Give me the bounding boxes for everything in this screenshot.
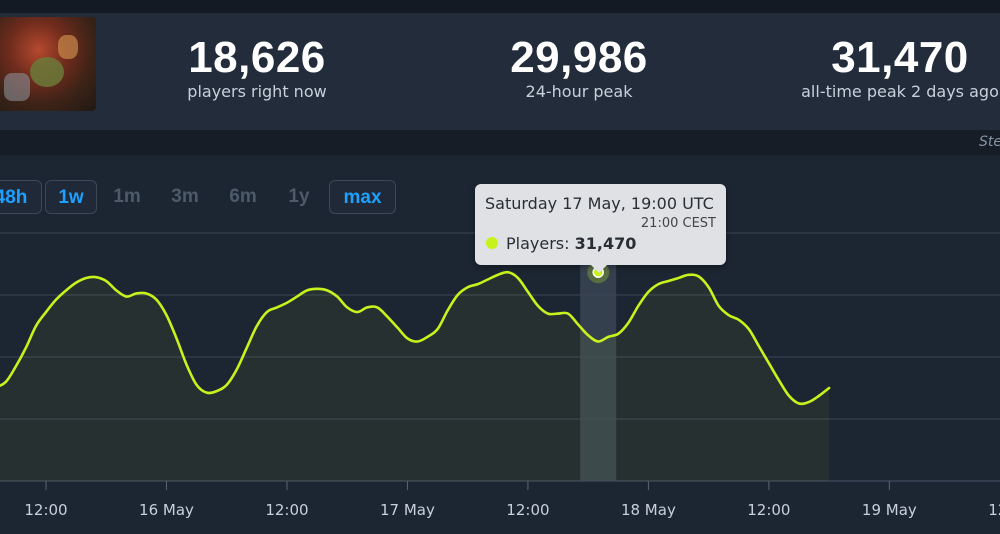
tooltip-date: Saturday 17 May, 19:00 UTC — [485, 194, 714, 213]
range-button-max[interactable]: max — [329, 180, 396, 214]
range-button-6m[interactable]: 6m — [229, 186, 257, 207]
tooltip-pointer — [591, 265, 607, 273]
stat-all-time-peak: 31,470 all-time peak 2 days ago — [790, 32, 1000, 102]
current-players-value: 18,626 — [188, 33, 326, 82]
24h-peak-value: 29,986 — [510, 33, 648, 82]
game-thumbnail[interactable] — [0, 17, 96, 111]
x-tick-label: 16 May — [139, 501, 194, 519]
stat-24h-peak: 29,986 24-hour peak — [479, 32, 679, 102]
24h-peak-label: 24-hour peak — [525, 82, 633, 101]
x-tick-label: 19 May — [862, 501, 917, 519]
source-strip: Ste — [0, 130, 1000, 155]
all-time-peak-value: 31,470 — [831, 33, 969, 82]
tooltip-series-row: Players: 31,470 — [506, 234, 636, 253]
x-tick-label: 17 May — [380, 501, 435, 519]
x-tick-label: 12:00 — [506, 501, 549, 519]
all-time-peak-label: all-time peak 2 days ago — [801, 82, 999, 101]
source-label[interactable]: Ste — [979, 134, 1000, 150]
stat-current-players: 18,626 players right now — [157, 32, 357, 102]
range-button-3m[interactable]: 3m — [171, 186, 199, 207]
range-button-1m[interactable]: 1m — [113, 186, 141, 207]
tooltip-local-time: 21:00 CEST — [640, 216, 716, 231]
x-tick-label: 12:00 — [24, 501, 67, 519]
series-area-players — [0, 272, 830, 481]
stats-panel — [0, 13, 1000, 130]
range-button-1w[interactable]: 1w — [45, 180, 97, 214]
series-line-players — [0, 270, 831, 406]
x-tick-label: 12:00 — [988, 501, 1000, 519]
series-color-dot — [486, 237, 498, 249]
chart-tooltip: Saturday 17 May, 19:00 UTC 21:00 CEST Pl… — [475, 184, 726, 273]
range-button-1y[interactable]: 1y — [288, 186, 310, 207]
hover-band — [580, 260, 617, 481]
x-tick-label: 18 May — [621, 501, 676, 519]
current-players-label: players right now — [187, 82, 327, 101]
top-bar — [0, 0, 1000, 13]
x-tick-label: 12:00 — [265, 501, 308, 519]
tooltip-series-value: 31,470 — [574, 234, 637, 253]
x-tick-label: 12:00 — [747, 501, 790, 519]
range-button-48h[interactable]: 48h — [0, 180, 42, 214]
tooltip-series-label: Players: — [506, 234, 570, 253]
